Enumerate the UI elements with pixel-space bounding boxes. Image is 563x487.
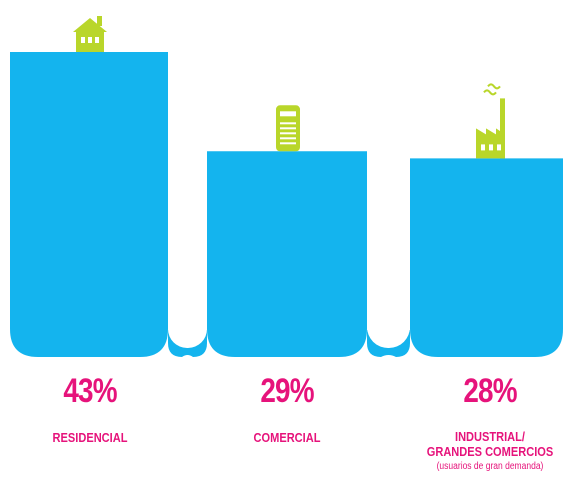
bar-residencial (10, 52, 168, 357)
shop-building-icon (276, 105, 300, 152)
value-label-residencial: 43% (63, 372, 117, 410)
category-label-industrial-line1: INDUSTRIAL/ (455, 429, 525, 444)
category-label-comercial: COMERCIAL (253, 430, 321, 445)
bar-gap-1 (168, 52, 207, 348)
bar-industrial (410, 158, 563, 357)
bar-gap-2 (367, 151, 410, 348)
category-label-residencial: RESIDENCIAL (52, 430, 128, 445)
bar-comercial (207, 151, 367, 357)
value-label-comercial: 29% (260, 372, 314, 410)
category-label-industrial-line2: GRANDES COMERCIOS (426, 444, 554, 459)
value-label-industrial: 28% (463, 372, 517, 410)
house-icon (73, 16, 107, 52)
factory-icon (476, 83, 505, 159)
category-note-industrial: (usuarios de gran demanda) (436, 461, 544, 472)
